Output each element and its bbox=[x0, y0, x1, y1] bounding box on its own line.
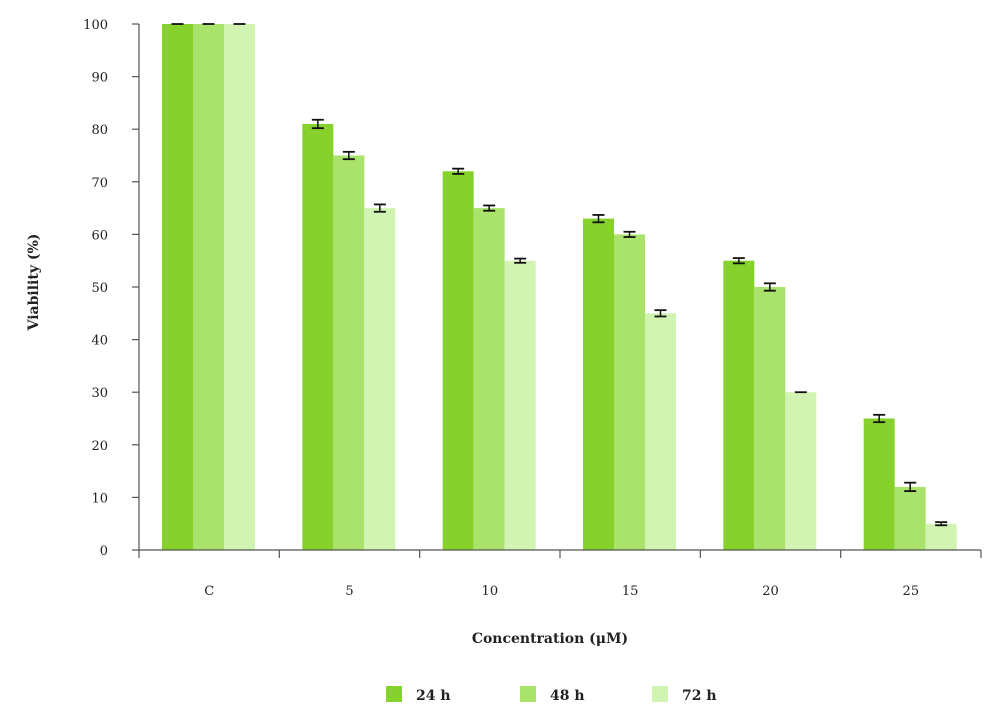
y-tick-label: 30 bbox=[91, 386, 108, 401]
legend-label: 48 h bbox=[550, 688, 585, 704]
bar-48h-5 bbox=[333, 155, 365, 550]
x-tick-label: 10 bbox=[482, 584, 499, 599]
x-tick-label: 5 bbox=[345, 584, 353, 599]
error-bar bbox=[732, 257, 745, 265]
error-bar bbox=[873, 413, 886, 424]
legend-label: 72 h bbox=[682, 688, 717, 704]
error-bar bbox=[452, 167, 465, 175]
bar-48h-15 bbox=[614, 234, 645, 550]
error-bar bbox=[935, 521, 948, 527]
error-bar bbox=[311, 118, 324, 130]
bar-72h-25 bbox=[925, 523, 957, 550]
bar-24h-5 bbox=[302, 123, 334, 550]
error-bar bbox=[592, 214, 605, 224]
bar-72h-5 bbox=[364, 208, 396, 550]
y-tick-label: 100 bbox=[83, 18, 108, 33]
bar-24h-25 bbox=[863, 418, 895, 550]
x-axis-title: Concentration (μM) bbox=[472, 631, 628, 647]
x-tick-label: 25 bbox=[903, 584, 920, 599]
y-tick-label: 50 bbox=[91, 281, 108, 296]
y-tick-label: 20 bbox=[91, 439, 108, 454]
bar-72h-20 bbox=[785, 392, 817, 550]
bar-48h-10 bbox=[473, 208, 505, 550]
y-tick-label: 0 bbox=[100, 544, 108, 559]
error-bars bbox=[171, 23, 948, 527]
error-bar bbox=[904, 481, 917, 492]
y-tick-label: 70 bbox=[91, 176, 108, 191]
error-bar bbox=[763, 282, 776, 292]
legend-swatch bbox=[520, 686, 536, 702]
bar-72h-10 bbox=[504, 260, 536, 550]
error-bar bbox=[623, 230, 636, 238]
y-axis-title: Viability (%) bbox=[26, 234, 42, 332]
x-tick-label: 20 bbox=[762, 584, 779, 599]
legend-swatch bbox=[652, 686, 668, 702]
error-bar bbox=[483, 204, 496, 212]
y-tick-label: 80 bbox=[91, 123, 108, 138]
y-tick-label: 40 bbox=[91, 334, 108, 349]
bar-24h-C bbox=[162, 24, 193, 550]
error-bar bbox=[654, 309, 667, 318]
y-tick-label: 60 bbox=[91, 228, 108, 243]
error-bar bbox=[342, 150, 355, 161]
bar-48h-25 bbox=[894, 486, 926, 550]
y-axis-ticks: 0 10 20 30 40 50 60 70 80 90 100 bbox=[83, 18, 139, 559]
bar-48h-C bbox=[193, 24, 224, 550]
bars bbox=[162, 24, 957, 550]
x-tick-label: C bbox=[204, 584, 214, 599]
legend-label: 24 h bbox=[416, 688, 451, 704]
x-tick-label: 15 bbox=[622, 584, 639, 599]
legend: 24 h 48 h 72 h bbox=[386, 686, 717, 704]
x-axis-ticks: C 5 10 15 20 25 bbox=[138, 550, 982, 599]
error-bar bbox=[514, 257, 527, 264]
bar-48h-20 bbox=[754, 287, 786, 550]
legend-swatch bbox=[386, 686, 402, 702]
y-tick-label: 10 bbox=[91, 491, 108, 506]
bar-72h-15 bbox=[645, 313, 676, 550]
bar-72h-C bbox=[224, 24, 255, 550]
bar-24h-15 bbox=[583, 218, 614, 550]
y-tick-label: 90 bbox=[91, 71, 108, 86]
bar-24h-10 bbox=[442, 171, 474, 550]
error-bar bbox=[373, 203, 386, 213]
bar-24h-20 bbox=[723, 260, 755, 550]
